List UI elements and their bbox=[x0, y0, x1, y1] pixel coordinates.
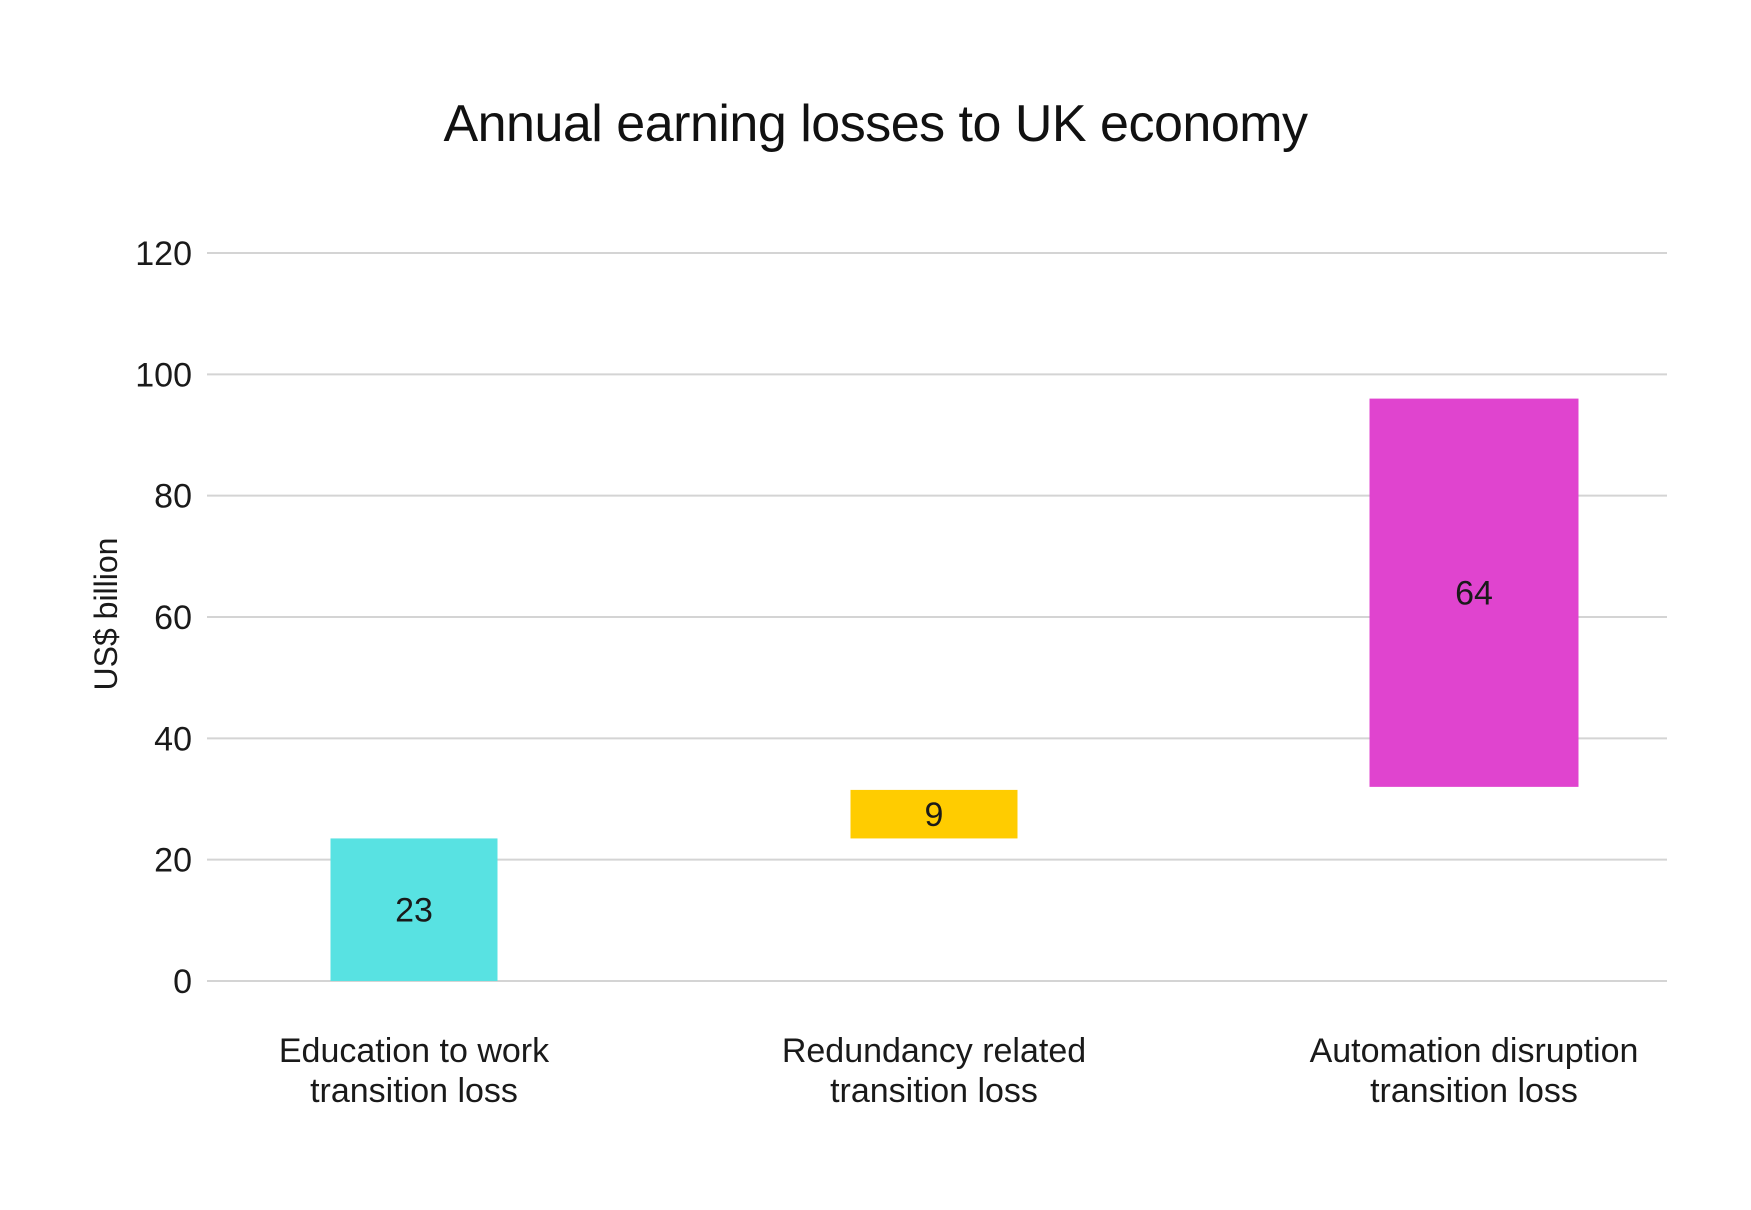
chart-title: Annual earning losses to UK economy bbox=[443, 95, 1308, 153]
y-axis-title: US$ billion bbox=[88, 538, 124, 691]
y-axis-ticks: 0 20 40 60 80 100 120 bbox=[135, 235, 192, 1001]
bar-2 bbox=[850, 789, 1018, 839]
data-label: 23 bbox=[395, 892, 433, 930]
y-tick-label: 80 bbox=[154, 478, 192, 516]
data-label: 64 bbox=[1455, 575, 1493, 613]
bar-1 bbox=[330, 838, 498, 981]
y-tick-label: 100 bbox=[135, 356, 192, 394]
y-tick-label: 20 bbox=[154, 842, 192, 880]
x-category-label: Automation disruption transition loss bbox=[1310, 1032, 1639, 1110]
bar-3 bbox=[1369, 398, 1579, 787]
y-tick-label: 0 bbox=[173, 963, 192, 1001]
x-category-label: Redundancy related transition loss bbox=[782, 1032, 1086, 1110]
x-axis-categories: Education to work transition loss Redundan… bbox=[279, 1032, 1639, 1110]
data-label: 9 bbox=[925, 796, 944, 834]
data-labels: 23 9 64 bbox=[395, 575, 1493, 930]
x-category-label: Education to work transition loss bbox=[279, 1032, 550, 1110]
y-tick-label: 60 bbox=[154, 599, 192, 637]
y-tick-label: 40 bbox=[154, 720, 192, 758]
y-tick-label: 120 bbox=[135, 235, 192, 273]
bars bbox=[330, 398, 1579, 981]
